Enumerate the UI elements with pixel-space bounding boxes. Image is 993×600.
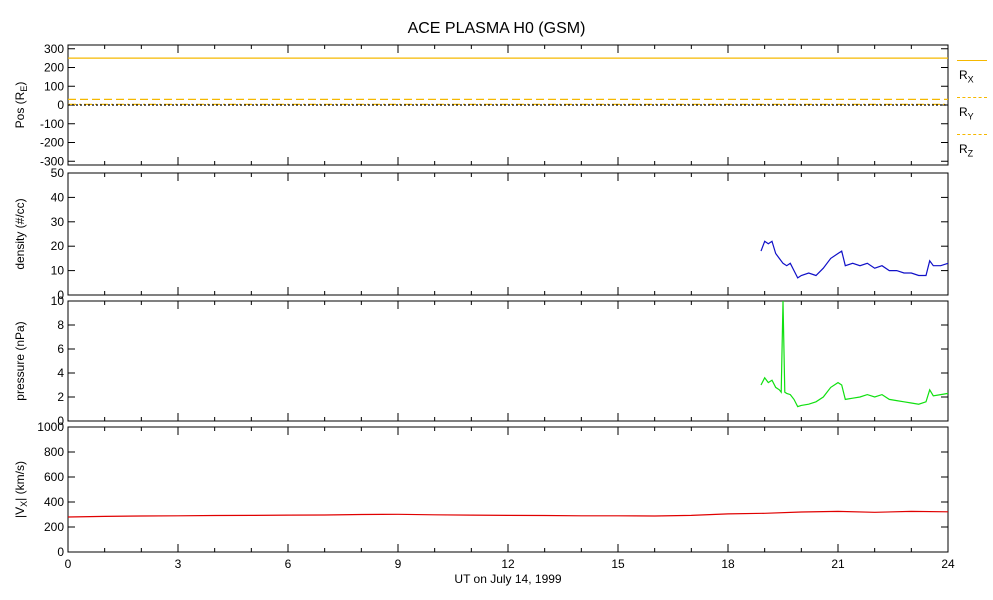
pressure-frame [67, 300, 949, 422]
xtick-label: 3 [175, 557, 182, 571]
pressure-series-pressure [760, 300, 949, 408]
xtick-label: 24 [941, 557, 955, 571]
xtick-label: 0 [65, 557, 72, 571]
xtick-label: 9 [395, 557, 402, 571]
density-ytick-label: 20 [51, 239, 65, 253]
pressure-ytick-label: 2 [57, 390, 64, 404]
legend-label-rx: R [959, 68, 968, 82]
vx-frame [67, 426, 949, 553]
position-ylabel: Pos (RE) [13, 82, 29, 129]
page-title: ACE PLASMA H0 (GSM) [407, 20, 586, 37]
density-frame [67, 172, 949, 296]
vx-series-vx [67, 510, 949, 518]
position-ytick-label: -100 [40, 117, 64, 131]
density-ytick-label: 50 [51, 166, 65, 180]
pressure-ylabel: pressure (nPa) [13, 321, 27, 400]
vx-ytick-label: 400 [44, 495, 64, 509]
position-ytick-label: 200 [44, 61, 64, 75]
position-ytick-label: -300 [40, 154, 64, 168]
position-ytick-label: 0 [57, 98, 64, 112]
vx-ytick-label: 1000 [37, 420, 64, 434]
density-series-density [760, 240, 949, 279]
legend-label-rz: R [959, 142, 968, 156]
legend-line-rx [957, 60, 987, 61]
density-ytick-label: 0 [57, 288, 64, 302]
xtick-label: 6 [285, 557, 292, 571]
xlabel: UT on July 14, 1999 [454, 572, 562, 586]
density-ytick-label: 30 [51, 215, 65, 229]
pressure-ytick-label: 6 [57, 342, 64, 356]
vx-ytick-label: 0 [57, 545, 64, 559]
position-ytick-label: 100 [44, 79, 64, 93]
xtick-label: 12 [501, 557, 515, 571]
vx-ytick-label: 200 [44, 520, 64, 534]
legend-line-rz [957, 134, 987, 135]
vx-ylabel: |VX| (km/s) [13, 461, 29, 518]
xtick-label: 15 [611, 557, 625, 571]
vx-ytick-label: 800 [44, 445, 64, 459]
pressure-ytick-label: 4 [57, 366, 64, 380]
position-ytick-label: -200 [40, 136, 64, 150]
legend-label-ry: R [959, 105, 968, 119]
xtick-label: 21 [831, 557, 845, 571]
density-ytick-label: 10 [51, 264, 65, 278]
vx-ytick-label: 600 [44, 470, 64, 484]
xtick-label: 18 [721, 557, 735, 571]
density-ytick-label: 40 [51, 190, 65, 204]
pressure-ytick-label: 0 [57, 414, 64, 428]
pressure-ytick-label: 10 [51, 294, 65, 308]
pressure-ytick-label: 8 [57, 318, 64, 332]
density-ylabel: density (#/cc) [13, 198, 27, 269]
position-ytick-label: 300 [44, 42, 64, 56]
legend-line-ry [957, 97, 987, 98]
